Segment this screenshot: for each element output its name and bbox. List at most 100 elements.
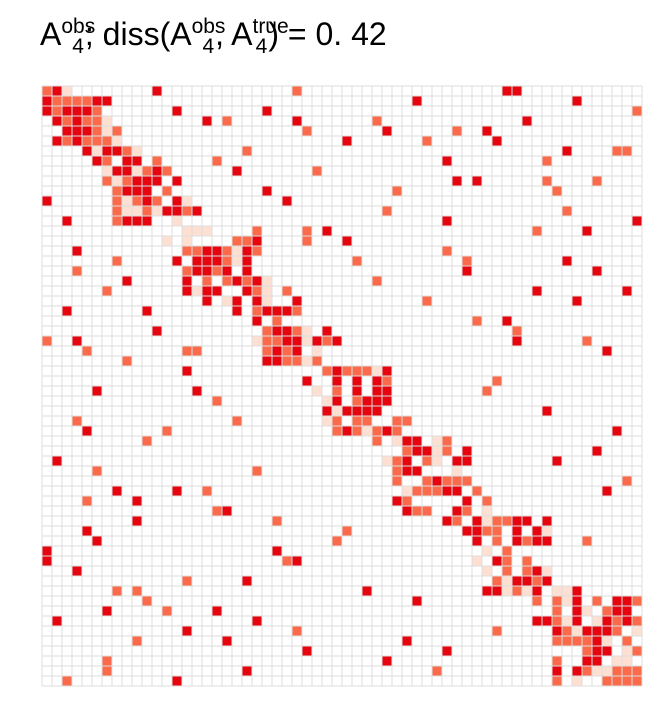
heatmap-cell bbox=[432, 446, 442, 456]
heatmap-cell bbox=[352, 376, 362, 386]
heatmap-cell bbox=[302, 336, 312, 346]
heatmap-cell bbox=[102, 176, 112, 186]
heatmap-cell bbox=[472, 536, 482, 546]
heatmap-cell bbox=[102, 166, 112, 176]
heatmap-cell bbox=[562, 256, 572, 266]
heatmap-cell bbox=[202, 486, 212, 496]
heatmap-cell bbox=[342, 136, 352, 146]
heatmap-cell bbox=[602, 666, 612, 676]
heatmap-cell bbox=[212, 256, 222, 266]
heatmap-cell bbox=[242, 576, 252, 586]
heatmap-cell bbox=[532, 226, 542, 236]
heatmap-cell bbox=[182, 576, 192, 586]
heatmap-cell bbox=[512, 536, 522, 546]
heatmap-cell bbox=[72, 416, 82, 426]
heatmap-cell bbox=[572, 666, 582, 676]
heatmap-cell bbox=[132, 636, 142, 646]
heatmap-cell bbox=[362, 366, 372, 376]
heatmap-cell bbox=[152, 166, 162, 176]
heatmap-cell bbox=[422, 476, 432, 486]
heatmap-cell bbox=[92, 146, 102, 156]
heatmap-cell bbox=[612, 666, 622, 676]
heatmap-cell bbox=[482, 506, 492, 516]
heatmap-cell bbox=[572, 96, 582, 106]
heatmap-cell bbox=[452, 126, 462, 136]
heatmap-cell bbox=[542, 536, 552, 546]
heatmap-cell bbox=[482, 126, 492, 136]
heatmap-cell bbox=[132, 156, 142, 166]
heatmap-cell bbox=[402, 436, 412, 446]
heatmap-cell bbox=[202, 256, 212, 266]
heatmap-cell bbox=[272, 356, 282, 366]
heatmap-cell bbox=[42, 336, 52, 346]
heatmap-cell bbox=[132, 586, 142, 596]
heatmap-cell bbox=[592, 656, 602, 666]
heatmap-cell bbox=[562, 626, 572, 636]
heatmap-cell bbox=[342, 236, 352, 246]
heatmap-cell bbox=[392, 476, 402, 486]
heatmap-cell bbox=[242, 666, 252, 676]
heatmap-cell bbox=[272, 316, 282, 326]
heatmap-cell bbox=[512, 586, 522, 596]
heatmap-cell bbox=[162, 426, 172, 436]
heatmap-grid bbox=[41, 85, 643, 687]
heatmap-cell bbox=[372, 366, 382, 376]
heatmap-cell bbox=[232, 296, 242, 306]
heatmap-cell bbox=[92, 466, 102, 476]
heatmap-cell bbox=[202, 286, 212, 296]
heatmap-cell bbox=[332, 536, 342, 546]
heatmap-cell bbox=[232, 306, 242, 316]
heatmap-cell bbox=[122, 276, 132, 286]
heatmap-cell bbox=[252, 336, 262, 346]
heatmap-cell bbox=[122, 146, 132, 156]
heatmap-cell bbox=[312, 346, 322, 356]
heatmap-cell bbox=[512, 526, 522, 536]
heatmap-cell bbox=[302, 326, 312, 336]
heatmap-cell bbox=[382, 456, 392, 466]
heatmap-cell bbox=[62, 96, 72, 106]
heatmap-cell bbox=[632, 596, 642, 606]
heatmap-cell bbox=[332, 396, 342, 406]
heatmap-cell bbox=[332, 426, 342, 436]
heatmap-cell bbox=[112, 136, 122, 146]
heatmap-cell bbox=[292, 356, 302, 366]
heatmap-cell bbox=[462, 496, 472, 506]
heatmap-cell bbox=[112, 586, 122, 596]
heatmap-cell bbox=[122, 206, 132, 216]
heatmap-cell bbox=[532, 596, 542, 606]
heatmap-cell bbox=[102, 136, 112, 146]
heatmap-cell bbox=[372, 406, 382, 416]
heatmap-cell bbox=[172, 216, 182, 226]
heatmap-cell bbox=[632, 666, 642, 676]
heatmap-cell bbox=[232, 166, 242, 176]
heatmap-cell bbox=[532, 566, 542, 576]
heatmap-cell bbox=[152, 326, 162, 336]
heatmap-cell bbox=[162, 186, 172, 196]
heatmap-cell bbox=[562, 586, 572, 596]
heatmap-cell bbox=[92, 106, 102, 116]
heatmap-cell bbox=[152, 206, 162, 216]
heatmap-cell bbox=[612, 676, 622, 686]
heatmap-cell bbox=[332, 336, 342, 346]
heatmap-cell bbox=[622, 146, 632, 156]
heatmap-cell bbox=[472, 316, 482, 326]
heatmap-cell bbox=[132, 166, 142, 176]
heatmap-cell bbox=[392, 496, 402, 506]
heatmap-cell bbox=[582, 666, 592, 676]
heatmap-cell bbox=[72, 116, 82, 126]
heatmap-cell bbox=[372, 116, 382, 126]
heatmap-cell bbox=[482, 496, 492, 506]
heatmap-cell bbox=[612, 616, 622, 626]
heatmap-cell bbox=[622, 656, 632, 666]
heatmap-cell bbox=[412, 596, 422, 606]
heatmap-cell bbox=[62, 676, 72, 686]
heatmap-cell bbox=[572, 586, 582, 596]
heatmap-cell bbox=[502, 556, 512, 566]
heatmap-cell bbox=[122, 186, 132, 196]
heatmap-cell bbox=[72, 566, 82, 576]
heatmap-cell bbox=[492, 526, 502, 536]
heatmap-cell bbox=[212, 156, 222, 166]
heatmap-cell bbox=[92, 156, 102, 166]
heatmap-cell bbox=[102, 666, 112, 676]
heatmap-cell bbox=[352, 256, 362, 266]
